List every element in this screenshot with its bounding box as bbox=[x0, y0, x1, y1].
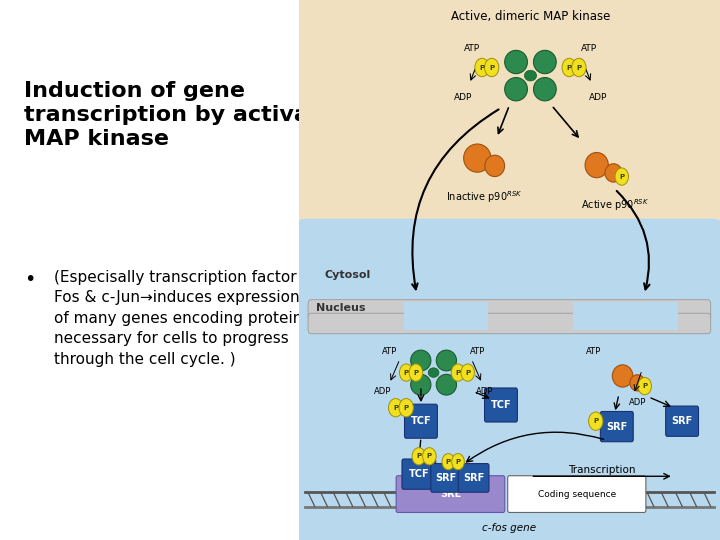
Text: P: P bbox=[456, 458, 461, 465]
Text: Transcription: Transcription bbox=[568, 465, 636, 475]
Text: ADP: ADP bbox=[454, 93, 472, 102]
Circle shape bbox=[389, 399, 402, 417]
FancyBboxPatch shape bbox=[572, 302, 678, 330]
Ellipse shape bbox=[410, 350, 431, 371]
Ellipse shape bbox=[505, 78, 528, 101]
FancyBboxPatch shape bbox=[290, 0, 720, 346]
Text: SRE: SRE bbox=[440, 489, 461, 499]
Circle shape bbox=[588, 412, 603, 430]
Circle shape bbox=[399, 399, 413, 417]
Text: TCF: TCF bbox=[410, 416, 431, 426]
Text: P: P bbox=[427, 453, 432, 460]
Circle shape bbox=[423, 448, 436, 465]
Ellipse shape bbox=[505, 50, 528, 73]
Ellipse shape bbox=[524, 70, 536, 81]
Text: Nucleus: Nucleus bbox=[315, 303, 365, 313]
Text: SRF: SRF bbox=[606, 422, 627, 431]
Circle shape bbox=[409, 364, 423, 381]
Text: P: P bbox=[642, 383, 647, 389]
Text: P: P bbox=[446, 458, 451, 465]
Text: Induction of gene
transcription by activated
MAP kinase: Induction of gene transcription by activ… bbox=[24, 81, 351, 149]
Circle shape bbox=[451, 454, 464, 470]
Circle shape bbox=[400, 364, 413, 381]
FancyBboxPatch shape bbox=[600, 411, 633, 442]
Text: Inactive p90$^{RSK}$: Inactive p90$^{RSK}$ bbox=[446, 189, 522, 205]
Ellipse shape bbox=[630, 375, 645, 391]
FancyBboxPatch shape bbox=[431, 463, 462, 492]
Text: (Especisally transcription factor c-
Fos & c-Jun→induces expression
of many gene: (Especisally transcription factor c- Fos… bbox=[54, 270, 315, 367]
Text: Active p90$^{RSK}$: Active p90$^{RSK}$ bbox=[580, 197, 649, 213]
Text: ADP: ADP bbox=[589, 93, 607, 102]
FancyBboxPatch shape bbox=[402, 459, 436, 489]
Text: TCF: TCF bbox=[490, 400, 511, 410]
Text: ADP: ADP bbox=[374, 387, 392, 396]
Text: SRF: SRF bbox=[672, 416, 693, 426]
Ellipse shape bbox=[605, 164, 622, 182]
Ellipse shape bbox=[436, 374, 456, 395]
FancyBboxPatch shape bbox=[666, 406, 698, 436]
Text: Coding sequence: Coding sequence bbox=[538, 490, 616, 498]
Ellipse shape bbox=[464, 144, 491, 172]
Ellipse shape bbox=[485, 155, 505, 177]
Text: ATP: ATP bbox=[581, 44, 598, 53]
Circle shape bbox=[412, 448, 426, 465]
Ellipse shape bbox=[428, 368, 439, 377]
Text: P: P bbox=[465, 369, 470, 376]
Text: P: P bbox=[393, 404, 398, 411]
Text: P: P bbox=[480, 64, 485, 71]
Text: P: P bbox=[404, 404, 409, 411]
Ellipse shape bbox=[534, 50, 557, 73]
Text: P: P bbox=[413, 369, 418, 376]
Text: •: • bbox=[24, 270, 35, 289]
FancyBboxPatch shape bbox=[308, 300, 711, 320]
Ellipse shape bbox=[534, 78, 557, 101]
Text: c-fos gene: c-fos gene bbox=[482, 523, 536, 533]
Ellipse shape bbox=[585, 152, 608, 178]
Circle shape bbox=[615, 168, 629, 185]
Circle shape bbox=[451, 364, 464, 381]
Circle shape bbox=[485, 58, 499, 77]
Circle shape bbox=[442, 454, 454, 470]
Text: P: P bbox=[576, 64, 582, 71]
FancyBboxPatch shape bbox=[485, 388, 518, 422]
Ellipse shape bbox=[410, 374, 431, 395]
Text: P: P bbox=[456, 369, 461, 376]
Text: P: P bbox=[404, 369, 409, 376]
FancyBboxPatch shape bbox=[290, 219, 720, 540]
Text: Active, dimeric MAP kinase: Active, dimeric MAP kinase bbox=[451, 10, 610, 23]
Text: SRF: SRF bbox=[436, 473, 457, 483]
FancyBboxPatch shape bbox=[308, 313, 711, 334]
FancyBboxPatch shape bbox=[396, 476, 505, 512]
Text: ATP: ATP bbox=[382, 347, 397, 355]
Text: ATP: ATP bbox=[464, 44, 480, 53]
Text: P: P bbox=[489, 64, 494, 71]
Text: ADP: ADP bbox=[629, 398, 647, 407]
Text: ADP: ADP bbox=[475, 387, 492, 396]
Circle shape bbox=[638, 377, 652, 395]
Circle shape bbox=[475, 58, 489, 77]
Text: P: P bbox=[619, 173, 624, 180]
Ellipse shape bbox=[436, 350, 456, 371]
FancyBboxPatch shape bbox=[405, 404, 437, 438]
FancyBboxPatch shape bbox=[458, 463, 489, 492]
Circle shape bbox=[572, 58, 586, 77]
Text: P: P bbox=[567, 64, 572, 71]
FancyBboxPatch shape bbox=[508, 476, 646, 512]
Text: ATP: ATP bbox=[586, 347, 601, 355]
FancyBboxPatch shape bbox=[404, 302, 488, 330]
Text: TCF: TCF bbox=[408, 469, 429, 479]
Ellipse shape bbox=[612, 365, 633, 387]
Text: P: P bbox=[593, 418, 598, 424]
Text: Cytosol: Cytosol bbox=[324, 271, 370, 280]
Text: ATP: ATP bbox=[470, 347, 485, 355]
Circle shape bbox=[562, 58, 577, 77]
Circle shape bbox=[461, 364, 474, 381]
Text: SRF: SRF bbox=[463, 473, 485, 483]
Text: P: P bbox=[416, 453, 421, 460]
